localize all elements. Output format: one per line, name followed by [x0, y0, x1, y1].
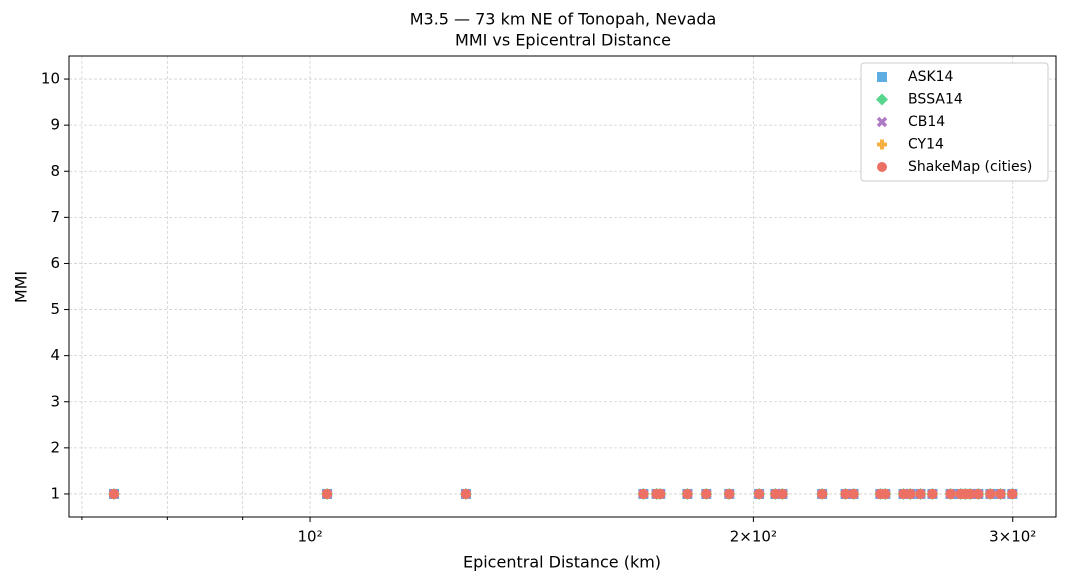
marker-circle [905, 488, 916, 499]
marker-circle [973, 488, 984, 499]
x-tick-label: 3×10² [989, 528, 1036, 546]
marker-circle [655, 488, 666, 499]
marker-circle [915, 488, 926, 499]
legend-label: CB14 [908, 114, 945, 130]
x-tick-label: 2×10² [730, 528, 777, 546]
x-tick-label: 10² [297, 528, 322, 546]
y-tick-label: 10 [41, 70, 60, 88]
legend-box [860, 62, 1049, 182]
chart-title: M3.5 — 73 km NE of Tonopah, Nevada [410, 10, 717, 29]
y-tick-label: 6 [50, 254, 60, 272]
x-axis-label: Epicentral Distance (km) [463, 553, 661, 572]
marker-circle [108, 488, 119, 499]
legend-marker [876, 93, 888, 106]
marker-circle [817, 488, 828, 499]
y-tick-label: 8 [50, 162, 60, 180]
y-tick-label: 9 [50, 116, 60, 134]
legend-marker [877, 72, 887, 82]
marker-circle [460, 488, 471, 499]
legend-label: CY14 [908, 137, 944, 153]
marker-circle [682, 488, 693, 499]
marker-circle [985, 488, 996, 499]
marker-circle [945, 488, 956, 499]
legend-marker [876, 116, 888, 128]
marker-circle [1007, 488, 1018, 499]
marker-circle [638, 488, 649, 499]
y-tick-label: 4 [50, 346, 60, 364]
y-tick-label: 1 [50, 484, 60, 502]
marker-circle [754, 488, 765, 499]
legend-label: BSSA14 [908, 92, 963, 108]
y-tick-label: 2 [50, 438, 60, 456]
legend-label: ASK14 [908, 69, 954, 85]
marker-circle [965, 488, 976, 499]
plot-frame [68, 55, 1057, 518]
marker-circle [770, 488, 781, 499]
marker-circle [777, 488, 788, 499]
legend-marker [877, 139, 887, 150]
legend-label: ShakeMap (cities) [908, 159, 1032, 175]
y-tick-label: 5 [50, 300, 60, 318]
marker-circle [880, 488, 891, 499]
marker-circle [995, 488, 1006, 499]
marker-circle [322, 488, 333, 499]
marker-circle [848, 488, 859, 499]
chart-subtitle: MMI vs Epicentral Distance [455, 31, 671, 50]
legend-marker [877, 162, 887, 172]
marker-circle [840, 488, 851, 499]
y-axis-label: MMI [12, 271, 31, 303]
marker-circle [701, 488, 712, 499]
marker-circle [724, 488, 735, 499]
y-tick-label: 7 [50, 208, 60, 226]
marker-circle [927, 488, 938, 499]
y-tick-label: 3 [50, 392, 60, 410]
